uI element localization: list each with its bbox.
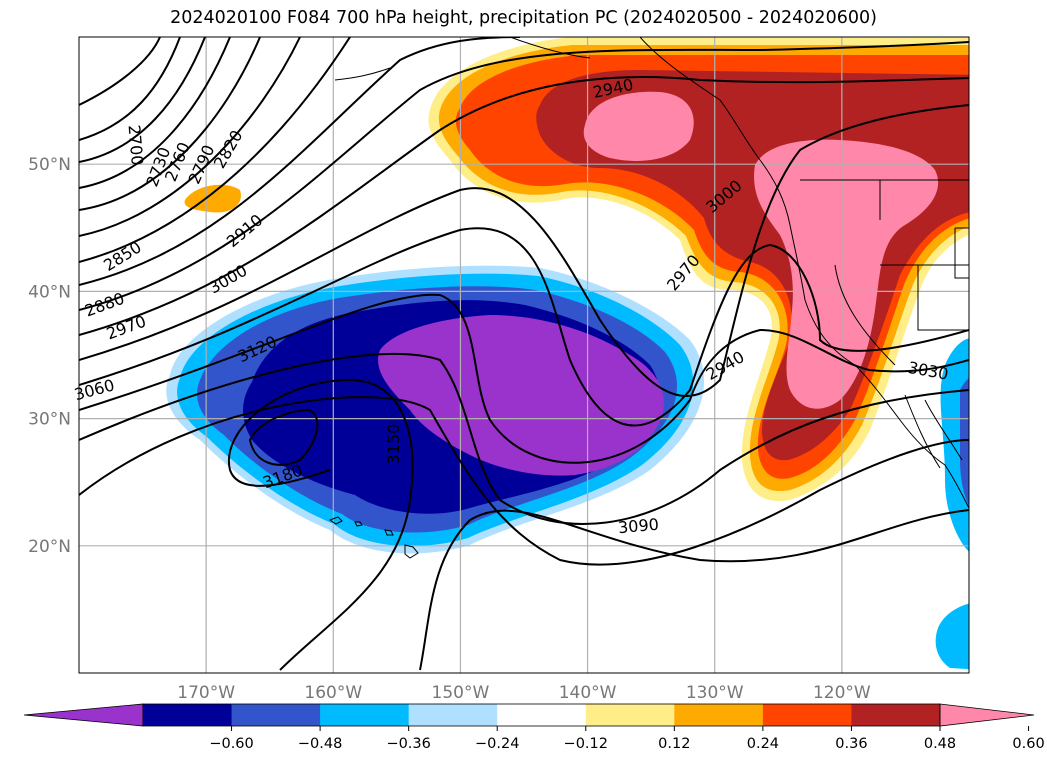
lon-tick-label: 170°W — [177, 683, 235, 703]
contour-label-text: 2700 — [124, 124, 146, 166]
contour-label: 3090 — [617, 515, 659, 537]
precipitation-field — [166, 37, 969, 670]
colorbar-tick-label: 0.24 — [747, 736, 779, 752]
lat-tick-label: 40°N — [28, 282, 71, 302]
contour-label: 2910 — [223, 210, 266, 251]
contour-label: 2940 — [703, 347, 748, 384]
lat-tick-labels: 20°N 30°N 40°N 50°N — [28, 155, 71, 557]
coastlines — [328, 37, 969, 559]
contour-label: 3030 — [907, 358, 950, 384]
contour-3000 — [79, 104, 969, 398]
neg-spot-south — [935, 603, 969, 670]
contour-3030 — [79, 227, 969, 427]
neg-spot-east-2 — [960, 378, 969, 506]
colorbar-segment — [320, 704, 410, 726]
colorbar-tick-label: 0.12 — [658, 736, 690, 752]
colorbar-tick-label: −0.48 — [298, 736, 342, 752]
lat-tick-label: 30°N — [28, 410, 71, 430]
contour-label: 2880 — [82, 289, 127, 321]
contour-3180 — [248, 408, 319, 466]
colorbar-extend-min — [23, 703, 144, 727]
colorbar-segment — [231, 704, 321, 726]
lon-tick-label: 130°W — [686, 683, 744, 703]
colorbar-segment — [585, 704, 675, 726]
contour-2850 — [79, 37, 301, 237]
colorbar-tick-label: 0.48 — [924, 736, 956, 752]
contour-label: 3000 — [206, 261, 251, 298]
contour-label-text: 3090 — [617, 515, 659, 537]
colorbar-tick-label: 0.36 — [835, 736, 867, 752]
contour-label-text: 3150 — [384, 424, 403, 465]
contour-label-text: 2850 — [100, 237, 145, 275]
contour-3120 — [79, 396, 969, 566]
lon-tick-label: 140°W — [559, 683, 617, 703]
contour-label-text: 3030 — [907, 358, 950, 384]
colorbar-segment — [143, 704, 233, 726]
contour-2790 — [79, 37, 231, 189]
lat-tick-label: 50°N — [28, 155, 71, 175]
contour-label-text: 2940 — [703, 347, 748, 384]
height-contours — [79, 37, 969, 671]
pos-anomaly-060a — [583, 91, 694, 161]
lon-tick-labels: 170°W 160°W 150°W 140°W 130°W 120°W — [177, 683, 871, 703]
neg-anomaly-060 — [378, 315, 664, 476]
contour-2700 — [79, 37, 161, 106]
hawaii-islands — [328, 516, 419, 559]
lon-tick-label: 120°W — [813, 683, 871, 703]
baja-peninsula — [904, 394, 963, 469]
contour-label: 3150 — [384, 424, 403, 465]
contour-2760 — [79, 37, 206, 163]
alaska-coast — [334, 37, 591, 81]
colorbar-segment — [408, 704, 498, 726]
colorbar-tick-label: −0.12 — [564, 736, 608, 752]
colorbar: −0.60 −0.48 −0.36 −0.24 −0.12 0.12 0.24 0.36 0.4… — [23, 703, 1045, 752]
map-frame — [78, 36, 970, 674]
contour-2910 — [79, 37, 521, 286]
colorbar-tick-label: 0.60 — [1012, 736, 1044, 752]
coastline-north-america — [639, 37, 969, 510]
contour-3090 — [79, 352, 969, 525]
contour-2970 — [79, 76, 969, 336]
contour-3150 — [227, 378, 414, 671]
colorbar-segment — [762, 704, 852, 726]
colorbar-segment — [497, 704, 587, 726]
colorbar-segment — [674, 704, 764, 726]
contour-2820 — [79, 37, 261, 211]
contour-2730 — [79, 37, 181, 141]
gridlines — [79, 37, 969, 673]
colorbar-tick-label: −0.24 — [475, 736, 519, 752]
map-title: 2024020100 F084 700 hPa height, precipit… — [170, 8, 877, 28]
colorbar-outline — [142, 703, 941, 727]
contour-south — [419, 509, 969, 671]
colorbar-segment — [851, 704, 941, 726]
pos-spot-west — [184, 184, 241, 213]
colorbar-extend-max — [939, 703, 1035, 727]
lat-tick-label: 20°N — [28, 537, 71, 557]
contour-2880 — [79, 37, 351, 263]
contour-2940 — [79, 41, 969, 311]
state-borders — [800, 179, 969, 366]
contour-label-text: 2880 — [82, 289, 127, 321]
contour-3060 — [79, 293, 969, 464]
pos-anomaly-060b — [754, 139, 939, 409]
lon-tick-label: 150°W — [432, 683, 490, 703]
colorbar-tick-label: −0.60 — [209, 736, 253, 752]
colorbar-tick-label: −0.36 — [386, 736, 430, 752]
contour-label: 2850 — [100, 237, 145, 275]
lon-tick-label: 160°W — [304, 683, 362, 703]
contour-label: 2700 — [124, 124, 146, 166]
